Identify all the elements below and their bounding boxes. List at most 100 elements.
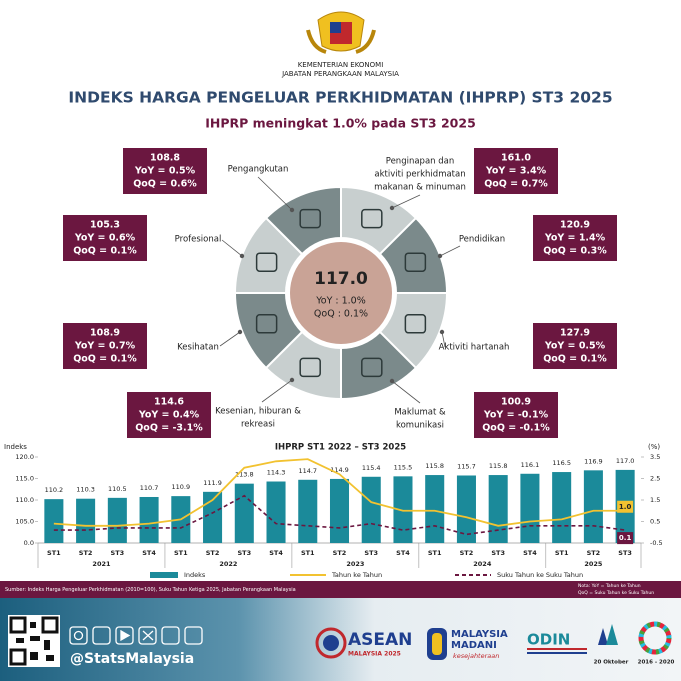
- sector-qoq: QoQ = 0.1%: [73, 246, 137, 257]
- sector-qoq: QoQ = -3.1%: [135, 423, 203, 434]
- sector-icon: [255, 314, 278, 334]
- sector-value: 127.9: [560, 328, 590, 339]
- leader-dot: [389, 205, 395, 211]
- x-tick-label: ST1: [301, 549, 315, 557]
- year-label: 2023: [346, 560, 364, 568]
- subtitle: IHPRP meningkat 1.0% pada ST3 2025: [205, 116, 476, 131]
- bar: [76, 498, 96, 543]
- social-handle: @StatsMalaysia: [70, 651, 194, 667]
- line-label-box: [617, 500, 634, 513]
- madani-sub: MADANI: [451, 640, 497, 651]
- odin-stripes: [527, 648, 587, 654]
- sector-value: 100.9: [501, 397, 531, 408]
- sector-yoy: YoY = 1.4%: [544, 233, 606, 244]
- bar-label: 116.1: [521, 461, 540, 469]
- sector-value: 105.3: [90, 220, 120, 231]
- overall-qoq: QoQ : 0.1%: [314, 309, 368, 320]
- qr-code: [8, 615, 60, 667]
- sector-qoq: QoQ = 0.1%: [543, 354, 607, 365]
- bar-label: 114.3: [267, 469, 286, 477]
- odin-date: 20 Oktober: [594, 660, 629, 666]
- bar: [203, 491, 223, 543]
- legend-swatch: [150, 572, 178, 578]
- title: INDEKS HARGA PENGELUAR PERKHIDMATAN (IHP…: [68, 89, 612, 107]
- bar-label: 110.5: [108, 485, 127, 493]
- line-label: 0.1: [619, 534, 632, 542]
- bar-label: 116.5: [552, 459, 571, 467]
- sector-qoq: QoQ = 0.1%: [73, 354, 137, 365]
- y-tick-label: 0.0: [24, 539, 34, 547]
- leader-dot: [289, 207, 295, 213]
- leader-dot: [389, 378, 395, 384]
- sector-box: [123, 148, 207, 194]
- bar: [520, 473, 540, 543]
- y2-tick-label: 3.5: [650, 453, 660, 461]
- x-tick-label: ST2: [79, 549, 93, 557]
- bar: [583, 470, 603, 543]
- asean-logo: [315, 627, 347, 659]
- sector-name: Pendidikan: [459, 235, 505, 245]
- sector-name: Kesenian, hiburan &: [215, 407, 301, 417]
- sector-value: 108.8: [150, 153, 180, 164]
- y2-tick-label: 0.5: [650, 518, 660, 526]
- bar: [266, 481, 286, 543]
- leader-line: [221, 239, 243, 257]
- x-tick-label: ST4: [142, 549, 156, 557]
- sector-name: aktiviti perkhidmatan: [374, 170, 465, 180]
- y2-tick-label: 2.5: [650, 475, 660, 483]
- chart: IHPRP ST1 2022 – ST3 2025 Indeks (%) 0.0 105…: [4, 443, 663, 580]
- y2-tick-label: -0.5: [650, 539, 663, 547]
- social-icons: [69, 626, 203, 645]
- bottom-banner: [0, 598, 681, 681]
- bar-label: 113.8: [235, 471, 254, 479]
- bar-label: 114.7: [298, 467, 317, 475]
- y-tick-label: 105.0: [15, 518, 34, 526]
- leader-dot: [439, 329, 445, 335]
- chart-title: IHPRP ST1 2022 – ST3 2025: [275, 443, 406, 453]
- odin-text: ODIN: [527, 631, 570, 649]
- sector-value: 114.6: [154, 397, 184, 408]
- bar: [44, 499, 64, 543]
- x-tick-label: ST3: [111, 549, 125, 557]
- x-tick-label: ST2: [587, 549, 601, 557]
- bar: [298, 479, 318, 543]
- leader-line: [439, 245, 461, 257]
- x-tick-label: ST4: [396, 549, 410, 557]
- sdg-wheel: [638, 621, 672, 655]
- x-tick-label: ST2: [333, 549, 347, 557]
- asean-text: ASEAN: [348, 630, 412, 650]
- bar: [139, 496, 159, 543]
- sector-qoq: QoQ = 0.6%: [133, 179, 197, 190]
- sector-yoy: YoY = 0.4%: [138, 410, 200, 421]
- sector-name: Penginapan dan: [386, 157, 454, 167]
- sector-qoq: QoQ = 0.3%: [543, 246, 607, 257]
- x-tick-label: ST2: [460, 549, 474, 557]
- legend-label: Indeks: [184, 571, 206, 579]
- leader-line: [391, 194, 421, 209]
- bar: [488, 475, 508, 543]
- sector-box: [533, 215, 617, 261]
- year-label: 2024: [473, 560, 492, 568]
- leader-line: [391, 380, 421, 404]
- source-strip: [0, 581, 681, 598]
- bar-label: 110.2: [45, 486, 64, 494]
- sector-name: Kesihatan: [177, 343, 219, 353]
- x-tick-label: ST2: [206, 549, 220, 557]
- bar-label: 115.8: [425, 462, 444, 470]
- bar-label: 111.9: [203, 479, 222, 487]
- sector-value: 120.9: [560, 220, 590, 231]
- line-label: 1.0: [619, 503, 632, 511]
- sector-icon: [361, 208, 383, 229]
- bar: [456, 475, 476, 543]
- line-series: [53, 458, 626, 527]
- sector-box: [474, 148, 558, 194]
- sector-yoy: YoY = 3.4%: [485, 166, 547, 177]
- sector-qoq: QoQ = 0.7%: [484, 179, 548, 190]
- sector-box: [127, 392, 211, 438]
- bar-label: 116.9: [584, 457, 603, 465]
- bar: [552, 472, 572, 543]
- bar-label: 115.8: [489, 462, 508, 470]
- x-tick-label: ST4: [269, 549, 283, 557]
- crest: [306, 11, 376, 54]
- sector-value: 108.9: [90, 328, 120, 339]
